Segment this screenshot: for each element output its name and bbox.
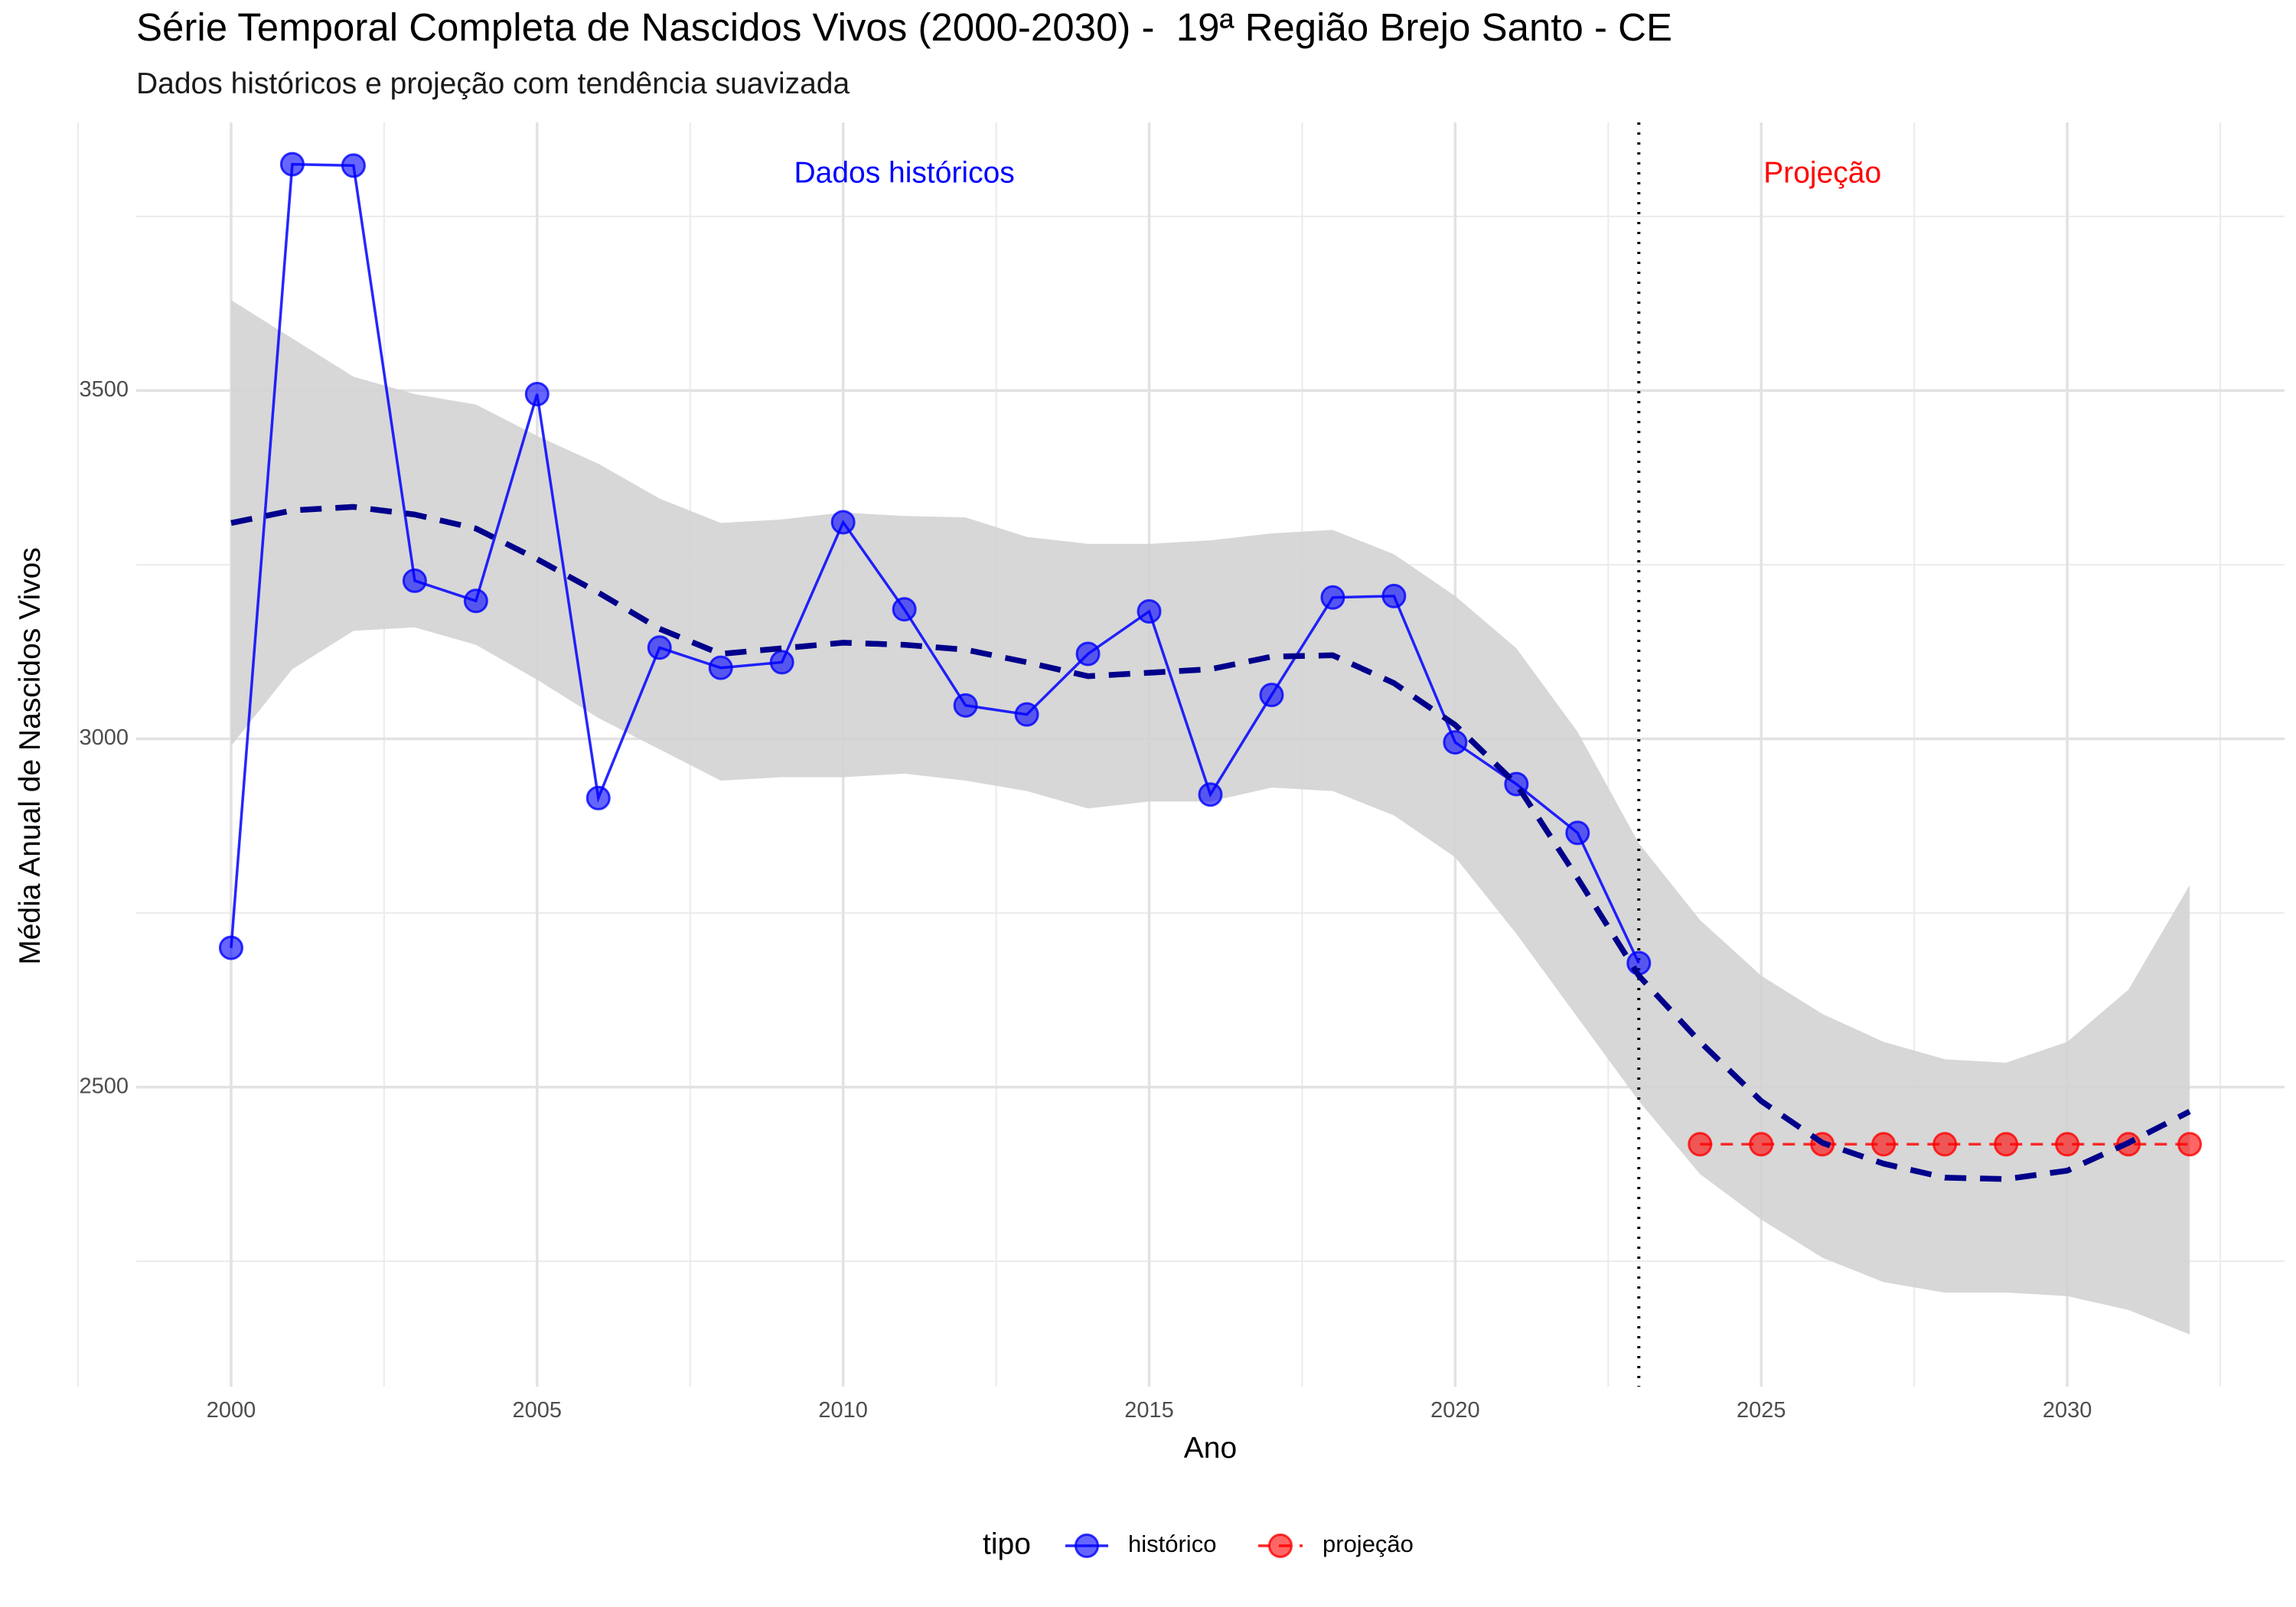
data-point — [1932, 1132, 1958, 1157]
data-point — [2177, 1132, 2203, 1157]
annotation-layer: Dados históricos Projeção — [794, 157, 1881, 190]
data-point — [585, 785, 611, 810]
data-point — [218, 935, 243, 960]
chart-title: Série Temporal Completa de Nascidos Vivo… — [136, 5, 1673, 49]
legend-key-marker — [1268, 1534, 1293, 1558]
data-point — [1688, 1132, 1713, 1157]
data-point — [1075, 641, 1101, 667]
chart-subtitle: Dados históricos e projeção com tendênci… — [136, 67, 850, 100]
data-point — [708, 655, 733, 680]
data-point — [279, 152, 305, 177]
data-point — [524, 381, 550, 406]
data-point — [1014, 702, 1039, 727]
legend-title: tipo — [983, 1527, 1031, 1560]
data-point — [1198, 782, 1223, 807]
series-layer — [218, 152, 2203, 1157]
data-point — [953, 693, 978, 718]
y-tick-label: 3500 — [79, 377, 129, 402]
annotation-projecao: Projeção — [1763, 157, 1881, 190]
x-tick-label: 2025 — [1737, 1398, 1786, 1423]
data-point — [769, 650, 794, 675]
data-point — [830, 510, 856, 535]
data-point — [1443, 730, 1468, 755]
data-point — [1565, 820, 1590, 846]
data-point — [1320, 585, 1345, 610]
x-tick-label: 2015 — [1124, 1398, 1174, 1423]
data-point — [1994, 1132, 2019, 1157]
data-point — [1381, 583, 1407, 608]
axes: 2000 2005 2010 2015 2020 2025 2030 2500 3000 3500… — [14, 377, 2092, 1465]
confidence-band-layer — [231, 300, 2190, 1335]
data-point — [1871, 1132, 1896, 1157]
data-point — [1137, 598, 1162, 624]
legend: tipo histórico projeção — [983, 1527, 1414, 1560]
legend-key-marker — [1075, 1534, 1099, 1558]
data-point — [892, 597, 917, 622]
y-tick-label: 2500 — [79, 1074, 129, 1098]
x-tick-label: 2030 — [2043, 1398, 2092, 1423]
legend-label: histórico — [1128, 1530, 1216, 1557]
data-point — [647, 635, 672, 660]
y-axis-title: Média Anual de Nascidos Vivos — [14, 547, 47, 965]
data-point — [2055, 1132, 2080, 1157]
data-point — [1259, 683, 1284, 708]
confidence-band — [231, 300, 2190, 1335]
x-tick-label: 2005 — [513, 1398, 563, 1423]
data-point — [402, 568, 427, 593]
x-axis-title: Ano — [1184, 1432, 1237, 1465]
x-tick-label: 2010 — [818, 1398, 868, 1423]
legend-label: projeção — [1322, 1530, 1414, 1557]
x-tick-label: 2020 — [1430, 1398, 1480, 1423]
x-tick-label: 2000 — [207, 1398, 256, 1423]
smooth-trend-line — [230, 504, 2191, 1182]
data-point — [341, 153, 366, 178]
data-point — [1749, 1132, 1774, 1157]
smooth-trend-layer — [230, 504, 2191, 1182]
annotation-historico: Dados históricos — [794, 157, 1014, 190]
data-point — [463, 588, 488, 614]
y-tick-label: 3000 — [79, 725, 129, 750]
